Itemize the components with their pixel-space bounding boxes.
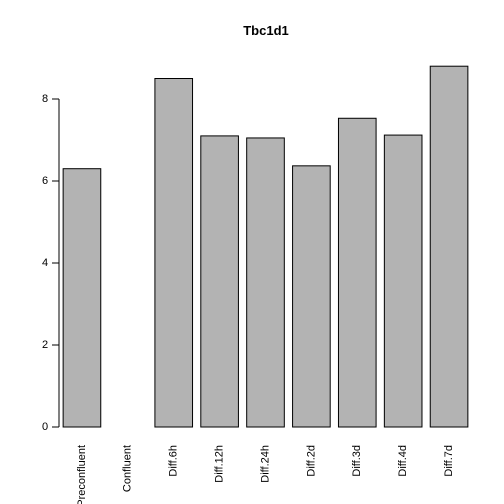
- y-axis: 0 2 4 6 8: [42, 93, 60, 433]
- x-axis-labels: Preconfluent Confluent Diff.6h Diff.12h Diff…: [76, 445, 455, 504]
- y-tick-label: 6: [42, 175, 48, 187]
- x-tick-label: Diff.12h: [214, 445, 226, 483]
- x-tick-label: Diff.6h: [168, 445, 180, 477]
- x-tick-label: Diff.7d: [443, 445, 455, 477]
- bar: [337, 117, 377, 428]
- bar: [62, 168, 102, 428]
- y-tick-label: 0: [42, 421, 48, 433]
- bar: [292, 165, 331, 428]
- bar: [154, 78, 194, 428]
- chart-title: Tbc1d1: [243, 23, 289, 38]
- x-tick-label: Diff.3d: [351, 445, 363, 477]
- bar: [429, 65, 469, 428]
- bar: [383, 134, 423, 428]
- x-tick-label: Diff.24h: [259, 445, 271, 483]
- bar: [246, 137, 285, 428]
- bars-group: [62, 65, 469, 428]
- x-tick-label: Diff.4d: [397, 445, 409, 477]
- y-tick-label: 2: [42, 339, 48, 351]
- bar: [200, 135, 239, 428]
- y-tick-label: 8: [42, 93, 48, 105]
- y-tick-label: 4: [42, 257, 48, 269]
- x-tick-label: Diff.2d: [305, 445, 317, 477]
- x-tick-label: Confluent: [122, 445, 134, 492]
- x-tick-label: Preconfluent: [76, 445, 88, 504]
